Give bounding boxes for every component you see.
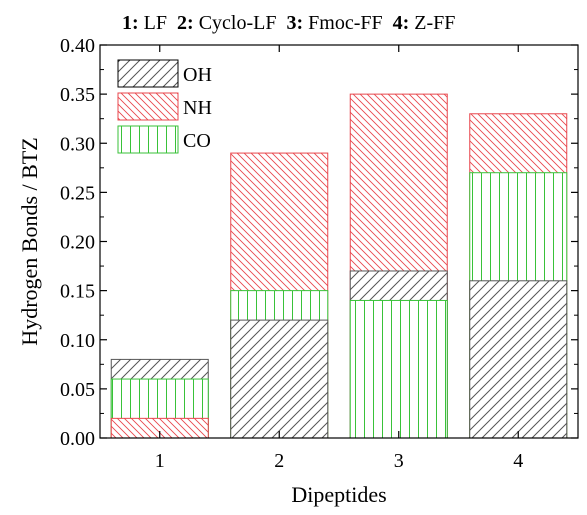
bars-layer [110,93,568,439]
legend-label-co: CO [183,130,211,152]
y-tick-label: 0.05 [60,379,95,401]
x-tick-label: 3 [394,450,404,472]
bar-oh-4 [469,280,568,439]
y-tick-label: 0.35 [60,84,95,106]
y-tick-label: 0.40 [60,35,95,57]
title-key: 1: [122,12,139,34]
y-tick-label: 0.15 [60,281,95,303]
y-axis: 0.00 0.05 0.10 0.15 0.20 0.25 0.30 0.35 0.40 [60,35,578,450]
x-tick-label: 1 [155,450,165,472]
title-label: Z-FF [409,12,455,34]
y-tick-label: 0.00 [60,428,95,450]
y-tick-label: 0.30 [60,133,95,155]
legend-swatch-co [117,125,179,154]
legend-swatch-oh [117,59,179,88]
bar-oh-2 [230,319,329,439]
chart-title: 1: LF 2: Cyclo-LF 3: Fmoc-FF 4: Z-FF [122,12,455,34]
y-axis-title: Hydrogen Bonds / BTZ [17,137,42,345]
y-tick-label: 0.25 [60,182,95,204]
x-tick-label: 2 [274,450,284,472]
plot-area: 0.00 0.05 0.10 0.15 0.20 0.25 0.30 0.35 0.40 1 2 3… [60,35,579,472]
title-label: Cyclo-LF [194,12,277,34]
x-axis-title: Dipeptides [291,482,386,507]
x-axis: 1 2 3 4 [155,45,523,472]
title-key: 2: [167,12,194,34]
legend-label-nh: NH [183,97,212,119]
y-tick-label: 0.10 [60,330,95,352]
legend-label-oh: OH [183,64,212,86]
title-key: 3: [276,12,303,34]
title-key: 4: [383,12,410,34]
x-tick-label: 4 [513,450,523,472]
y-tick-label: 0.20 [60,232,95,254]
title-label: LF [139,12,167,34]
title-label: Fmoc-FF [303,12,382,34]
bar-co-3 [349,299,448,439]
legend: OH NH CO [117,59,212,154]
legend-swatch-nh [117,92,179,121]
chart-title-text: 1: LF 2: Cyclo-LF 3: Fmoc-FF 4: Z-FF [122,12,455,34]
